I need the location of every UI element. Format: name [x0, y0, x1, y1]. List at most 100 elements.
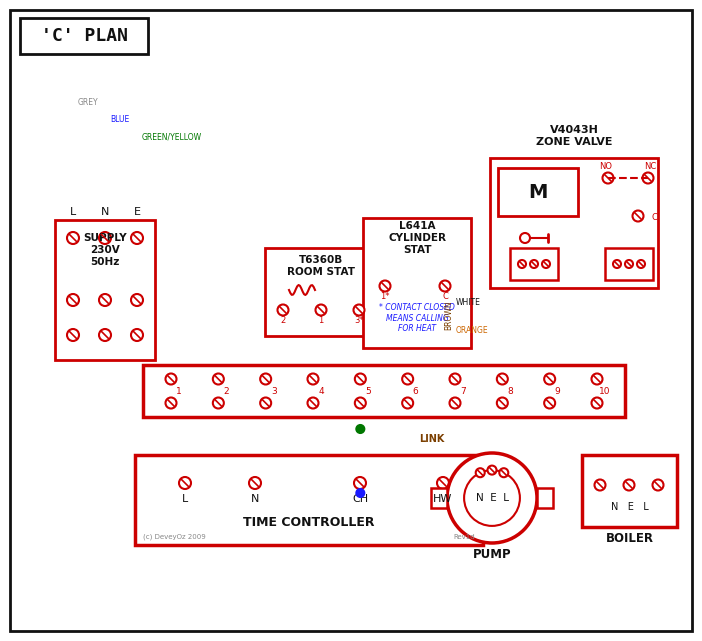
- Circle shape: [592, 374, 602, 385]
- Text: N: N: [251, 494, 259, 504]
- Text: 'C' PLAN: 'C' PLAN: [41, 27, 128, 45]
- Text: 4: 4: [318, 387, 324, 395]
- Circle shape: [437, 477, 449, 489]
- Bar: [431, 488, 447, 508]
- Text: 5: 5: [366, 387, 371, 395]
- Circle shape: [642, 172, 654, 183]
- Text: 1: 1: [319, 315, 324, 324]
- Circle shape: [499, 468, 508, 477]
- Circle shape: [99, 294, 111, 306]
- Text: 3: 3: [271, 387, 277, 395]
- Circle shape: [652, 479, 663, 490]
- Text: 7: 7: [460, 387, 466, 395]
- Text: 10: 10: [600, 387, 611, 395]
- Text: BROWN: BROWN: [444, 300, 453, 330]
- Circle shape: [249, 477, 261, 489]
- Text: 8: 8: [508, 387, 513, 395]
- Text: L641A
CYLINDER
STAT: L641A CYLINDER STAT: [388, 221, 446, 254]
- Circle shape: [277, 304, 289, 315]
- Circle shape: [449, 397, 461, 408]
- Circle shape: [166, 397, 176, 408]
- Circle shape: [402, 397, 413, 408]
- Text: C: C: [651, 213, 657, 222]
- Text: HW: HW: [433, 494, 453, 504]
- Circle shape: [487, 465, 496, 474]
- Text: 2: 2: [280, 315, 286, 324]
- Circle shape: [131, 294, 143, 306]
- Text: 1: 1: [176, 387, 182, 395]
- Bar: [265, 248, 377, 336]
- Circle shape: [497, 374, 508, 385]
- Bar: [55, 220, 155, 360]
- Circle shape: [355, 397, 366, 408]
- Text: 3*: 3*: [355, 315, 364, 324]
- Circle shape: [613, 260, 621, 268]
- Text: SUPPLY
230V
50Hz: SUPPLY 230V 50Hz: [84, 233, 127, 267]
- Circle shape: [402, 374, 413, 385]
- Text: L: L: [182, 494, 188, 504]
- Text: NC: NC: [644, 162, 656, 171]
- Text: TIME CONTROLLER: TIME CONTROLLER: [244, 517, 375, 529]
- Circle shape: [623, 479, 635, 490]
- Bar: [498, 168, 578, 216]
- Circle shape: [625, 260, 633, 268]
- Text: WHITE: WHITE: [456, 298, 481, 307]
- Circle shape: [542, 260, 550, 268]
- Circle shape: [354, 304, 364, 315]
- Circle shape: [357, 425, 364, 433]
- Circle shape: [67, 329, 79, 341]
- Text: V4043H
ZONE VALVE: V4043H ZONE VALVE: [536, 125, 612, 147]
- Bar: [20, 18, 148, 54]
- Bar: [582, 455, 677, 527]
- Circle shape: [520, 233, 530, 243]
- Text: M: M: [529, 183, 548, 201]
- Bar: [490, 158, 658, 288]
- Text: 1*: 1*: [380, 292, 390, 301]
- Text: L: L: [70, 207, 76, 217]
- Circle shape: [354, 477, 366, 489]
- Circle shape: [260, 374, 271, 385]
- Circle shape: [595, 479, 606, 490]
- Text: N  E  L: N E L: [475, 493, 508, 503]
- Circle shape: [449, 374, 461, 385]
- Text: T6360B
ROOM STAT: T6360B ROOM STAT: [287, 255, 355, 277]
- Circle shape: [131, 232, 143, 244]
- Text: ORANGE: ORANGE: [456, 326, 489, 335]
- Bar: [605, 248, 653, 280]
- Circle shape: [592, 397, 602, 408]
- Circle shape: [213, 374, 224, 385]
- Text: * CONTACT CLOSED
MEANS CALLING
FOR HEAT: * CONTACT CLOSED MEANS CALLING FOR HEAT: [379, 303, 455, 333]
- Bar: [537, 488, 553, 508]
- Text: (c) DeveyOz 2009: (c) DeveyOz 2009: [143, 533, 206, 540]
- Circle shape: [307, 374, 319, 385]
- Circle shape: [131, 329, 143, 341]
- Circle shape: [380, 281, 390, 292]
- Text: N: N: [101, 207, 110, 217]
- Text: GREEN/YELLOW: GREEN/YELLOW: [142, 132, 202, 141]
- Circle shape: [544, 374, 555, 385]
- Circle shape: [99, 232, 111, 244]
- Circle shape: [476, 468, 484, 477]
- Circle shape: [439, 281, 451, 292]
- Circle shape: [447, 453, 537, 543]
- Circle shape: [166, 374, 176, 385]
- Text: 9: 9: [555, 387, 560, 395]
- Circle shape: [544, 397, 555, 408]
- Circle shape: [530, 260, 538, 268]
- Text: NO: NO: [600, 162, 613, 171]
- Text: CH: CH: [352, 494, 368, 504]
- Circle shape: [637, 260, 645, 268]
- Circle shape: [315, 304, 326, 315]
- Circle shape: [602, 172, 614, 183]
- Text: E: E: [133, 207, 140, 217]
- Text: N   E   L: N E L: [611, 502, 649, 512]
- Circle shape: [464, 470, 520, 526]
- Text: GREY: GREY: [78, 98, 98, 107]
- Bar: [143, 365, 625, 417]
- Circle shape: [67, 232, 79, 244]
- Circle shape: [357, 489, 364, 497]
- Text: C: C: [442, 292, 448, 301]
- Circle shape: [260, 397, 271, 408]
- Circle shape: [179, 477, 191, 489]
- Bar: [363, 218, 471, 348]
